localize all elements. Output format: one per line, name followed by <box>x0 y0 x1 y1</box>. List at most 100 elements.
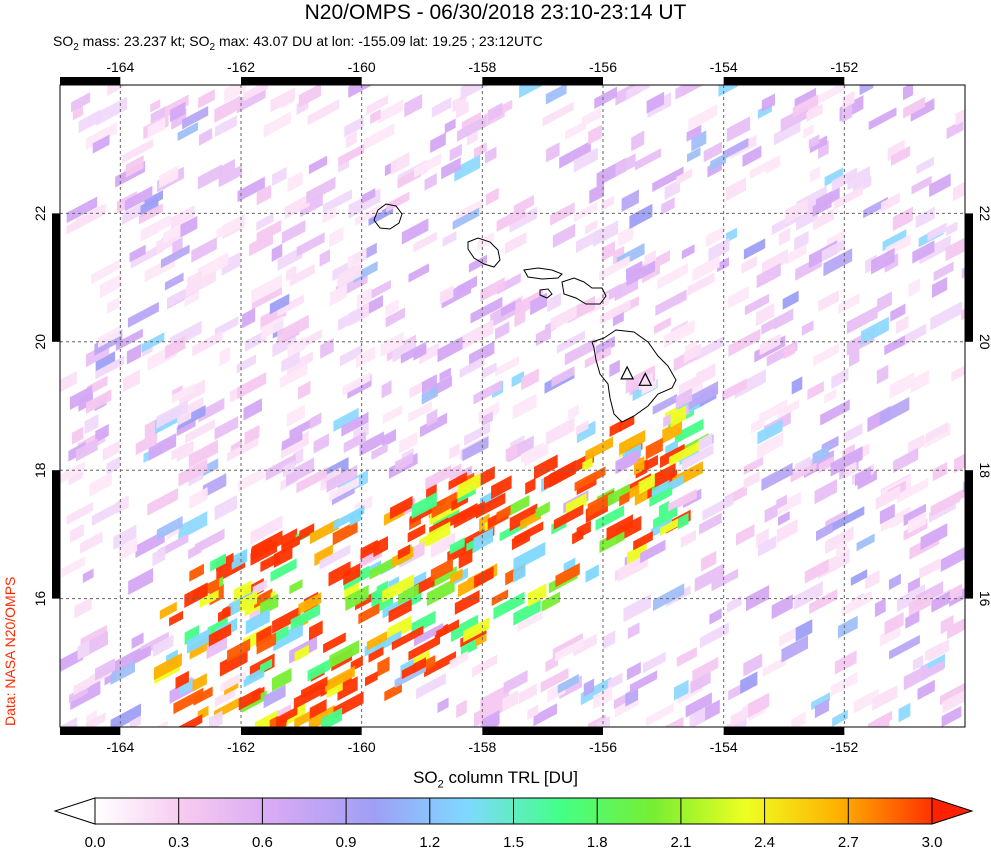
so2-pixel <box>218 164 242 188</box>
so2-pixel <box>964 684 965 711</box>
so2-pixel-group <box>96 96 127 126</box>
so2-pixel-group <box>188 543 202 560</box>
so2-pixel-group <box>643 651 666 674</box>
so2-pixel-group <box>559 140 591 169</box>
so2-pixel-group <box>876 364 889 385</box>
so2-pixel <box>436 619 459 640</box>
so2-pixel <box>580 677 612 706</box>
so2-pixel <box>289 579 303 595</box>
so2-pixel-group <box>329 226 344 248</box>
so2-pixel <box>903 85 914 101</box>
so2-pixel <box>865 569 880 590</box>
so2-pixel <box>585 564 599 583</box>
so2-pixel-group <box>625 686 639 707</box>
so2-pixel-group <box>655 289 687 316</box>
so2-pixel-group <box>626 85 650 100</box>
so2-pixel-group <box>60 647 84 672</box>
so2-pixel <box>95 423 109 443</box>
so2-pixel <box>401 663 416 680</box>
so2-pixel-group <box>269 293 290 315</box>
so2-pixel-group <box>645 703 674 727</box>
so2-pixel <box>588 124 602 145</box>
so2-pixel-group <box>382 573 415 603</box>
so2-pixel-group <box>361 188 376 204</box>
so2-pixel <box>214 494 237 521</box>
so2-pixel <box>411 492 437 519</box>
so2-pixel <box>810 166 821 183</box>
so2-pixel-group <box>441 157 461 180</box>
so2-pixel <box>879 503 895 525</box>
so2-pixel-group <box>99 273 122 299</box>
so2-pixel-group <box>84 414 99 435</box>
so2-pixel-group <box>240 590 257 613</box>
so2-pixel-group <box>179 379 206 407</box>
so2-pixel-group <box>568 404 579 421</box>
so2-pixel-group <box>272 606 301 634</box>
so2-pixel <box>803 124 814 139</box>
so2-pixel <box>795 619 813 642</box>
so2-pixel-group <box>552 223 576 249</box>
so2-pixel <box>188 439 219 469</box>
so2-pixel <box>782 290 799 310</box>
so2-pixel <box>281 351 300 373</box>
border-segment-top <box>723 77 845 85</box>
so2-pixel-group <box>384 682 402 702</box>
border-segment-bottom <box>482 727 603 735</box>
so2-pixel-group <box>431 491 457 519</box>
so2-pixel <box>118 537 138 561</box>
so2-pixel-group <box>329 283 347 307</box>
so2-pixel <box>576 420 596 444</box>
so2-pixel-group <box>263 684 286 709</box>
so2-pixel-group <box>663 319 695 349</box>
so2-pixel <box>756 262 781 289</box>
so2-pixel <box>925 642 942 662</box>
so2-pixel <box>323 632 346 654</box>
so2-pixel <box>919 558 940 580</box>
so2-pixel <box>186 628 210 654</box>
so2-pixel <box>470 296 503 324</box>
so2-pixel-group <box>177 121 199 142</box>
so2-pixel-group <box>922 660 945 681</box>
so2-pixel <box>743 470 760 490</box>
so2-pixel-group <box>823 248 853 277</box>
so2-pixel-group <box>237 176 265 203</box>
so2-pixel-group <box>150 105 167 124</box>
so2-pixel <box>169 610 184 627</box>
so2-pixel <box>817 85 846 105</box>
so2-pixel <box>555 562 580 588</box>
so2-pixel <box>263 111 291 138</box>
so2-pixel-group <box>147 117 166 139</box>
so2-pixel <box>298 592 322 615</box>
so2-pixel-group <box>740 671 758 694</box>
so2-pixel-group <box>485 146 497 164</box>
so2-pixel <box>445 502 478 529</box>
so2-pixel <box>333 407 359 432</box>
so2-pixel-group <box>629 203 653 230</box>
so2-pixel-group <box>430 532 456 559</box>
so2-pixel <box>414 153 442 178</box>
so2-pixel-group <box>220 158 236 177</box>
so2-pixel <box>861 316 889 346</box>
so2-pixel <box>123 369 140 393</box>
so2-pixel <box>791 711 806 727</box>
so2-pixel <box>243 398 262 421</box>
so2-pixel <box>513 565 526 583</box>
so2-pixel <box>512 393 537 420</box>
so2-pixel-group <box>338 143 365 167</box>
so2-pixel <box>110 661 135 685</box>
so2-pixel-group <box>846 305 878 335</box>
so2-pixel <box>392 338 416 363</box>
so2-pixel-group <box>774 308 794 330</box>
so2-pixel <box>256 219 282 245</box>
lanai-outline <box>539 288 553 299</box>
so2-pixel <box>903 96 926 119</box>
so2-pixel-group <box>358 603 380 625</box>
so2-pixel-group <box>891 145 911 167</box>
so2-pixel-group <box>601 241 616 262</box>
so2-pixel-group <box>889 372 915 399</box>
so2-pixel-group <box>525 477 536 495</box>
hawaii-coastline <box>373 203 677 423</box>
so2-pixel-group <box>645 437 663 460</box>
so2-pixel <box>343 431 366 454</box>
so2-pixel <box>546 142 560 163</box>
